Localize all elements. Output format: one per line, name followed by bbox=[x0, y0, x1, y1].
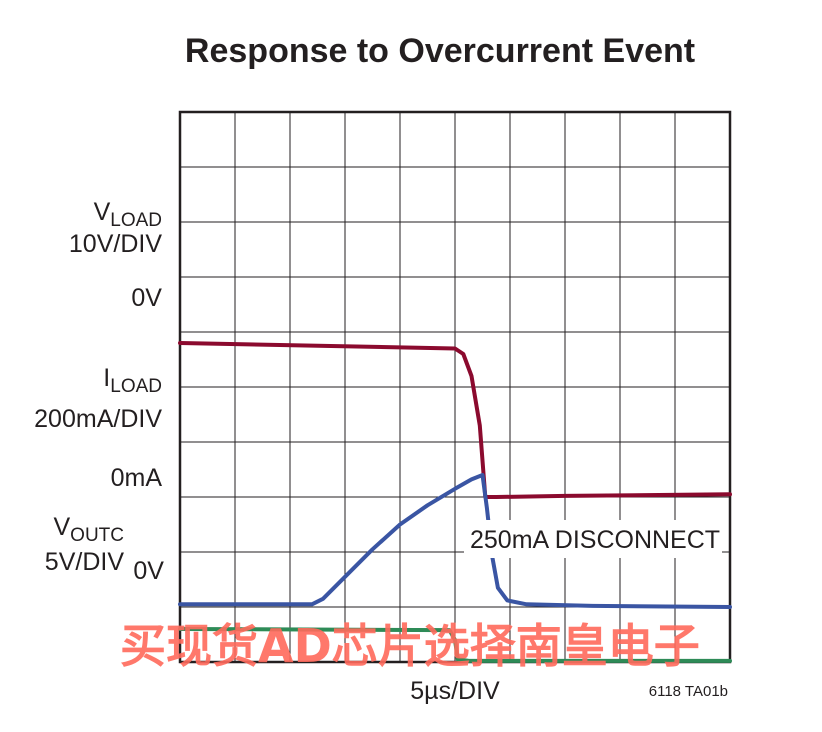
annotation-background bbox=[464, 520, 722, 558]
channel-2-zero-label: 0mA bbox=[111, 464, 163, 492]
channel-3-label: VOUTC 5V/DIV 0V bbox=[45, 513, 165, 585]
traces bbox=[178, 341, 732, 663]
plot-frame bbox=[178, 110, 732, 664]
figure-id: 6118 TA01b bbox=[649, 683, 728, 700]
x-axis-label: 5µs/DIV bbox=[410, 677, 500, 705]
channel-3-scale: 5V/DIV bbox=[45, 548, 125, 576]
svg-text:VOUTC: VOUTC bbox=[53, 513, 124, 546]
plot-grid bbox=[180, 112, 730, 662]
channel-3-zero-label: 0V bbox=[133, 557, 164, 585]
channel-1-name: V bbox=[94, 198, 111, 226]
trace-voutc bbox=[178, 627, 732, 663]
trace-iload bbox=[178, 473, 732, 609]
channel-3-subscript: OUTC bbox=[70, 525, 124, 546]
channel-3-name: V bbox=[53, 513, 70, 541]
annotation-disconnect: 250mA DISCONNECT bbox=[470, 526, 720, 554]
channel-2-label: ILOAD 200mA/DIV 0mA bbox=[34, 364, 162, 492]
channel-1-scale: 10V/DIV bbox=[69, 230, 162, 258]
channel-1-subscript: LOAD bbox=[110, 210, 162, 231]
channel-1-label: VLOAD 10V/DIV 0V bbox=[69, 198, 162, 312]
channel-2-name: I bbox=[103, 364, 110, 392]
trace-vload bbox=[178, 341, 732, 499]
chart-title: Response to Overcurrent Event bbox=[185, 32, 695, 70]
channel-1-zero-label: 0V bbox=[131, 284, 162, 312]
channel-2-scale: 200mA/DIV bbox=[34, 405, 162, 433]
svg-text:ILOAD: ILOAD bbox=[103, 364, 162, 397]
watermark-text: 买现货AD芯片选择南皇电子 bbox=[120, 619, 700, 673]
channel-2-subscript: LOAD bbox=[110, 376, 162, 397]
svg-text:VLOAD: VLOAD bbox=[94, 198, 162, 231]
